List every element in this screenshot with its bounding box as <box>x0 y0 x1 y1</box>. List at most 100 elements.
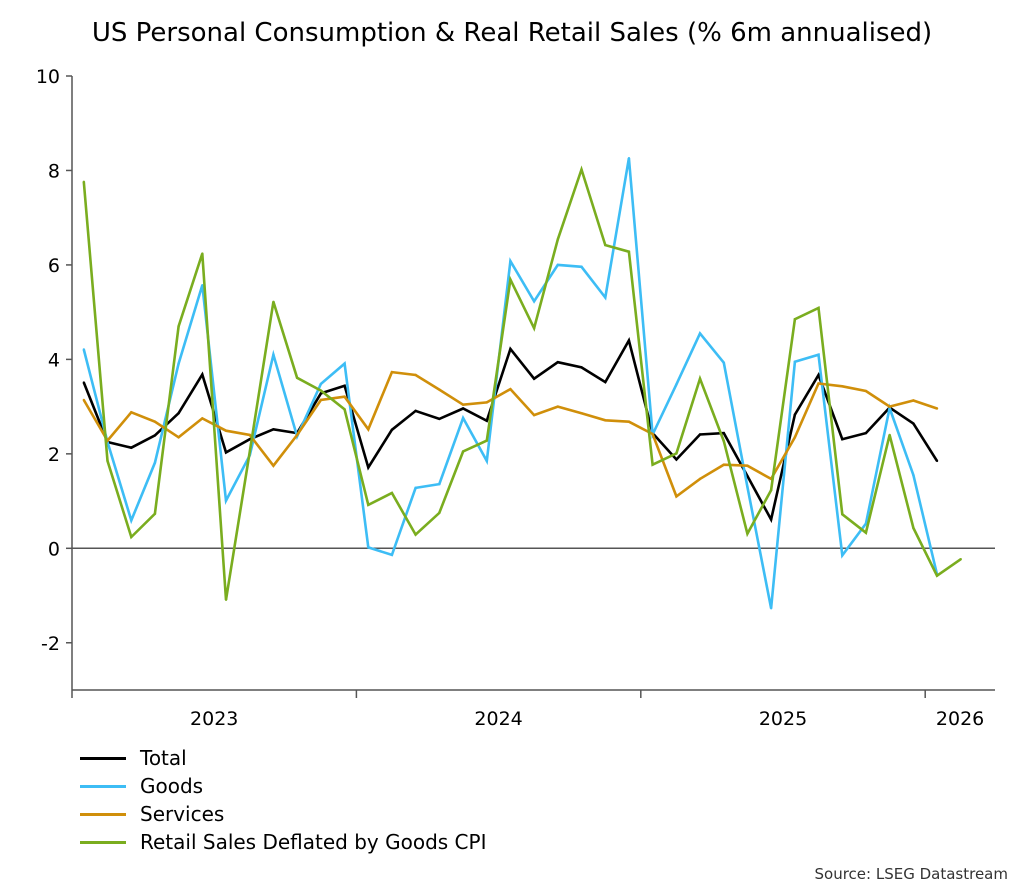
data-point-goods <box>722 361 725 364</box>
data-point-services <box>793 436 797 439</box>
data-point-services <box>485 401 488 404</box>
legend: Total Goods Services Retail Sales Deflat… <box>80 744 486 856</box>
data-point-retail-sales-deflated-by-goods-cpi <box>651 463 654 466</box>
data-point-retail-sales-deflated-by-goods-cpi <box>556 238 560 241</box>
data-point-total <box>130 446 133 449</box>
data-point-total <box>390 428 394 431</box>
legend-swatch-retail-sales <box>80 840 126 844</box>
data-point-total <box>272 428 275 431</box>
data-point-services <box>675 495 678 498</box>
data-point-total <box>532 377 536 380</box>
data-point-services <box>556 405 560 408</box>
data-point-total <box>367 466 370 469</box>
legend-item-total: Total <box>80 744 486 772</box>
data-point-retail-sales-deflated-by-goods-cpi <box>414 533 417 536</box>
data-point-services <box>224 429 228 432</box>
data-point-total <box>698 433 702 436</box>
data-point-goods <box>177 362 180 365</box>
data-point-goods <box>153 461 157 465</box>
data-point-total <box>935 459 939 463</box>
data-point-retail-sales-deflated-by-goods-cpi <box>367 503 370 507</box>
data-point-services <box>390 370 394 374</box>
data-point-total <box>864 431 868 435</box>
data-point-retail-sales-deflated-by-goods-cpi <box>817 306 820 310</box>
legend-swatch-goods <box>80 784 126 788</box>
data-point-total <box>556 361 560 364</box>
data-point-services <box>295 433 299 437</box>
data-point-retail-sales-deflated-by-goods-cpi <box>746 532 749 535</box>
data-point-services <box>343 395 346 398</box>
data-point-retail-sales-deflated-by-goods-cpi <box>461 450 465 453</box>
legend-label-goods: Goods <box>140 774 204 798</box>
y-tick-label: -2 <box>41 633 60 655</box>
data-point-total <box>793 413 797 416</box>
data-point-retail-sales-deflated-by-goods-cpi <box>698 377 702 380</box>
data-point-total <box>746 474 749 478</box>
data-point-goods <box>485 459 488 463</box>
data-point-retail-sales-deflated-by-goods-cpi <box>201 252 204 255</box>
data-point-services <box>935 407 939 410</box>
data-point-retail-sales-deflated-by-goods-cpi <box>604 243 607 247</box>
legend-item-goods: Goods <box>80 772 486 800</box>
legend-item-retail-sales: Retail Sales Deflated by Goods CPI <box>80 828 486 856</box>
legend-label-retail-sales: Retail Sales Deflated by Goods CPI <box>140 830 487 854</box>
data-point-total <box>82 381 86 384</box>
data-point-retail-sales-deflated-by-goods-cpi <box>130 535 133 539</box>
chart-title: US Personal Consumption & Real Retail Sa… <box>91 18 933 48</box>
data-point-services <box>817 382 820 385</box>
x-tick-label: 2023 <box>190 708 238 730</box>
data-point-total <box>627 339 631 342</box>
data-point-retail-sales-deflated-by-goods-cpi <box>224 598 228 601</box>
data-point-retail-sales-deflated-by-goods-cpi <box>769 489 773 492</box>
data-point-services <box>177 436 180 439</box>
data-point-retail-sales-deflated-by-goods-cpi <box>390 491 394 495</box>
data-point-retail-sales-deflated-by-goods-cpi <box>295 376 299 380</box>
data-point-goods <box>367 546 370 549</box>
data-point-goods <box>604 296 607 299</box>
data-point-services <box>580 412 583 415</box>
data-point-retail-sales-deflated-by-goods-cpi <box>888 433 891 437</box>
y-tick-label: 10 <box>36 66 60 88</box>
data-point-retail-sales-deflated-by-goods-cpi <box>935 574 939 577</box>
data-point-total <box>769 518 773 521</box>
data-point-goods <box>864 522 868 525</box>
data-point-goods <box>912 473 915 477</box>
data-point-goods <box>580 265 583 269</box>
y-tick-label: 0 <box>48 538 60 560</box>
data-point-services <box>367 428 370 431</box>
data-point-retail-sales-deflated-by-goods-cpi <box>272 300 275 303</box>
data-point-total <box>509 347 512 351</box>
x-tick-label: 2024 <box>474 708 522 730</box>
data-point-goods <box>746 485 749 489</box>
data-point-goods <box>556 263 560 267</box>
data-point-services <box>651 432 654 436</box>
data-point-services <box>746 464 749 467</box>
data-point-goods <box>793 360 797 363</box>
data-point-services <box>414 373 417 377</box>
data-point-retail-sales-deflated-by-goods-cpi <box>627 250 631 253</box>
data-point-goods <box>272 353 275 356</box>
data-point-goods <box>675 383 678 386</box>
data-point-retail-sales-deflated-by-goods-cpi <box>177 325 180 328</box>
data-point-total <box>414 409 417 413</box>
data-point-total <box>722 431 725 435</box>
data-point-total <box>817 373 820 377</box>
y-tick-label: 8 <box>48 160 60 182</box>
data-point-retail-sales-deflated-by-goods-cpi <box>580 168 583 171</box>
data-point-services <box>604 419 607 422</box>
data-point-total <box>912 422 915 425</box>
data-point-total <box>201 373 204 376</box>
data-point-retail-sales-deflated-by-goods-cpi <box>912 526 915 530</box>
legend-label-services: Services <box>140 802 225 826</box>
data-point-services <box>248 433 251 437</box>
data-point-services <box>153 420 157 423</box>
data-point-total <box>604 380 607 384</box>
data-point-goods <box>698 332 702 335</box>
data-point-goods <box>627 156 631 160</box>
data-point-total <box>224 451 228 454</box>
data-point-retail-sales-deflated-by-goods-cpi <box>319 389 323 392</box>
source-note: Source: LSEG Datastream <box>814 865 1008 883</box>
data-point-total <box>675 458 678 461</box>
data-point-goods <box>461 416 465 420</box>
